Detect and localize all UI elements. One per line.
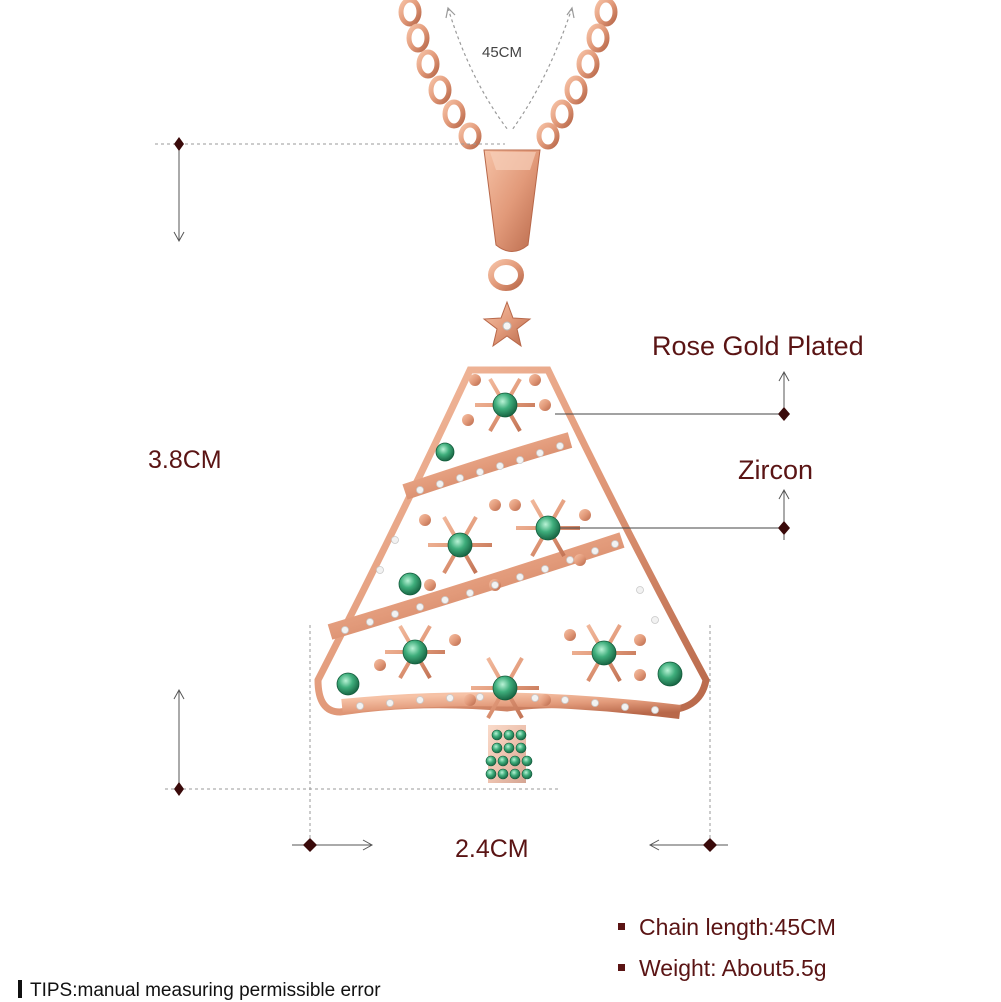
star-topper <box>482 300 532 348</box>
tips-note: TIPS:manual measuring permissible error <box>18 979 381 1002</box>
chain-guide-arrow-right <box>566 6 575 19</box>
material-label: Rose Gold Plated <box>652 331 864 361</box>
width-dimension <box>292 625 728 852</box>
spec-item: Weight: About5.5g <box>618 955 827 982</box>
height-label: 3.8CM <box>148 446 222 474</box>
tips-text: TIPS:manual measuring permissible error <box>30 980 381 1001</box>
zircon-stones <box>336 392 683 701</box>
material-callout <box>555 370 790 421</box>
chain-length-guide <box>447 7 573 131</box>
height-dimension <box>155 137 560 796</box>
spec-chain-length: Chain length:45CM <box>639 914 836 940</box>
tree-trunk <box>485 725 533 783</box>
chain-length-label: 45CM <box>482 44 523 61</box>
stone-label: Zircon <box>738 455 814 485</box>
tree-pendant <box>314 366 710 783</box>
spec-weight: Weight: About5.5g <box>639 955 827 981</box>
width-label: 2.4CM <box>455 835 529 863</box>
chain-guide-arrow-left <box>445 6 456 19</box>
stone-callout <box>560 488 790 540</box>
bullet-icon <box>618 923 625 931</box>
bar-icon <box>18 979 22 998</box>
pendant-bail <box>483 149 541 291</box>
bullet-icon <box>618 964 625 972</box>
chain <box>398 0 618 150</box>
spec-item: Chain length:45CM <box>618 914 836 941</box>
